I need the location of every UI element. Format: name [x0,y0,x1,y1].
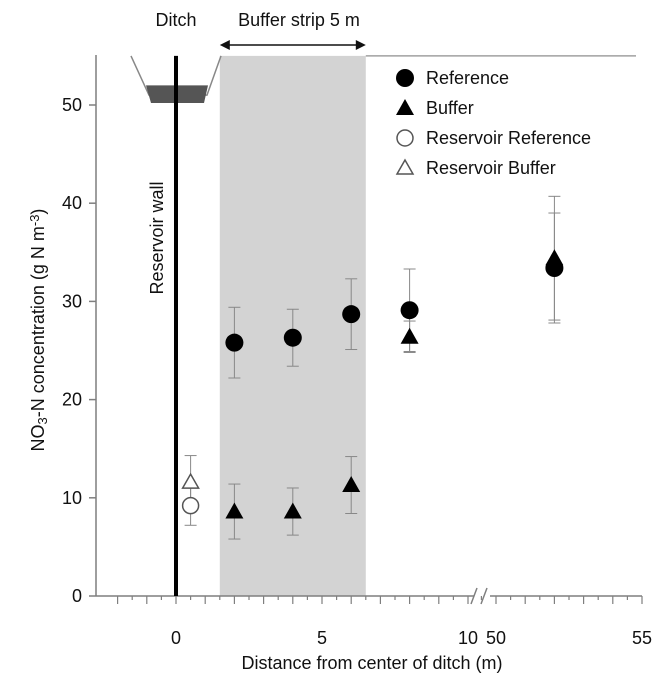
legend: Reference Buffer Reservoir Reference Reserv… [395,68,591,178]
x-tick-label: 55 [632,628,652,648]
y-tick-label: 0 [72,586,82,606]
x-tick-label: 10 [458,628,478,648]
y-axis-label: NO3-N concentration (g N m-3) [27,209,50,452]
legend-marker-open-circle [396,129,414,147]
annotations: Ditch Buffer strip 5 m Reservoir wall [147,10,366,295]
data-points [181,249,564,519]
y-tick-label: 20 [62,390,82,410]
y-label-mid: -N concentration (g N m [28,226,48,417]
ditch-label: Ditch [155,10,196,30]
axis-labels: Distance from center of ditch (m) NO3-N … [27,209,502,673]
data-point-open-circle [181,496,200,515]
data-point-filled-triangle [400,327,419,344]
y-tick-label: 10 [62,488,82,508]
legend-marker-filled-triangle [396,99,414,115]
legend-marker-filled-circle [396,69,414,87]
data-point-filled-circle [400,301,419,320]
legend-marker-open-triangle [395,158,415,175]
data-point-filled-triangle [225,502,244,519]
data-point-filled-triangle [283,502,302,519]
y-label-post: ) [28,209,48,215]
x-axis-break-mark [470,587,478,605]
buffer-strip-label: Buffer strip 5 m [238,10,360,30]
legend-label: Reservoir Buffer [426,158,556,178]
data-point-filled-triangle [545,249,564,266]
data-point-filled-circle [342,305,361,324]
data-point-open-triangle [181,472,200,489]
legend-label: Buffer [426,98,474,118]
data-point-filled-triangle [342,476,361,493]
data-point-filled-circle [283,328,302,347]
data-point-filled-circle [225,333,244,352]
y-label-pre: NO [28,424,48,451]
buffer-strip-arrow-right [355,40,366,50]
reservoir-wall-label: Reservoir wall [147,181,167,294]
x-axis-break-mark [480,587,488,605]
legend-label: Reservoir Reference [426,128,591,148]
axes: 0 10 20 30 40 50 0 5 10 50 55 [62,55,652,648]
y-label-sup: -3 [27,215,42,227]
y-label-sub: 3 [35,417,50,424]
y-tick-label: 50 [62,95,82,115]
x-tick-label: 0 [171,628,181,648]
legend-label: Reference [426,68,509,88]
buffer-strip-arrow-left [219,40,230,50]
y-tick-label: 40 [62,193,82,213]
y-tick-label: 30 [62,291,82,311]
x-tick-label: 50 [486,628,506,648]
x-tick-label: 5 [317,628,327,648]
x-axis-label: Distance from center of ditch (m) [241,653,502,673]
